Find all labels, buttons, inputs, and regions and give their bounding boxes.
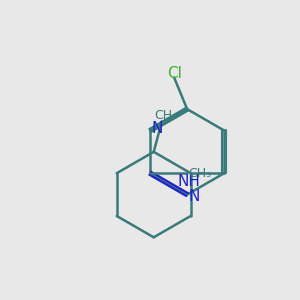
Text: CH₃: CH₃	[154, 109, 177, 122]
Text: NH: NH	[177, 174, 200, 189]
Text: Cl: Cl	[167, 66, 182, 81]
Text: N: N	[188, 189, 200, 204]
Text: N: N	[151, 121, 163, 136]
Text: CH₃: CH₃	[189, 167, 212, 180]
